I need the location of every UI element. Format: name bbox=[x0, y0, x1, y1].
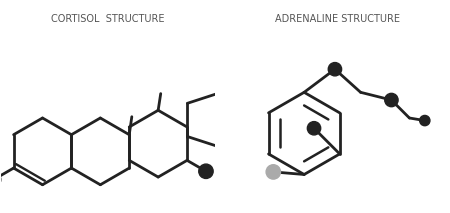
Text: CORTISOL  STRUCTURE: CORTISOL STRUCTURE bbox=[51, 14, 165, 24]
Text: ADRENALINE STRUCTURE: ADRENALINE STRUCTURE bbox=[275, 14, 400, 24]
Circle shape bbox=[266, 165, 280, 179]
Circle shape bbox=[199, 164, 213, 178]
Circle shape bbox=[0, 173, 1, 187]
Circle shape bbox=[264, 66, 277, 79]
Circle shape bbox=[227, 63, 242, 77]
Circle shape bbox=[385, 93, 398, 107]
Circle shape bbox=[420, 115, 430, 126]
Circle shape bbox=[328, 63, 342, 76]
Circle shape bbox=[307, 122, 321, 135]
